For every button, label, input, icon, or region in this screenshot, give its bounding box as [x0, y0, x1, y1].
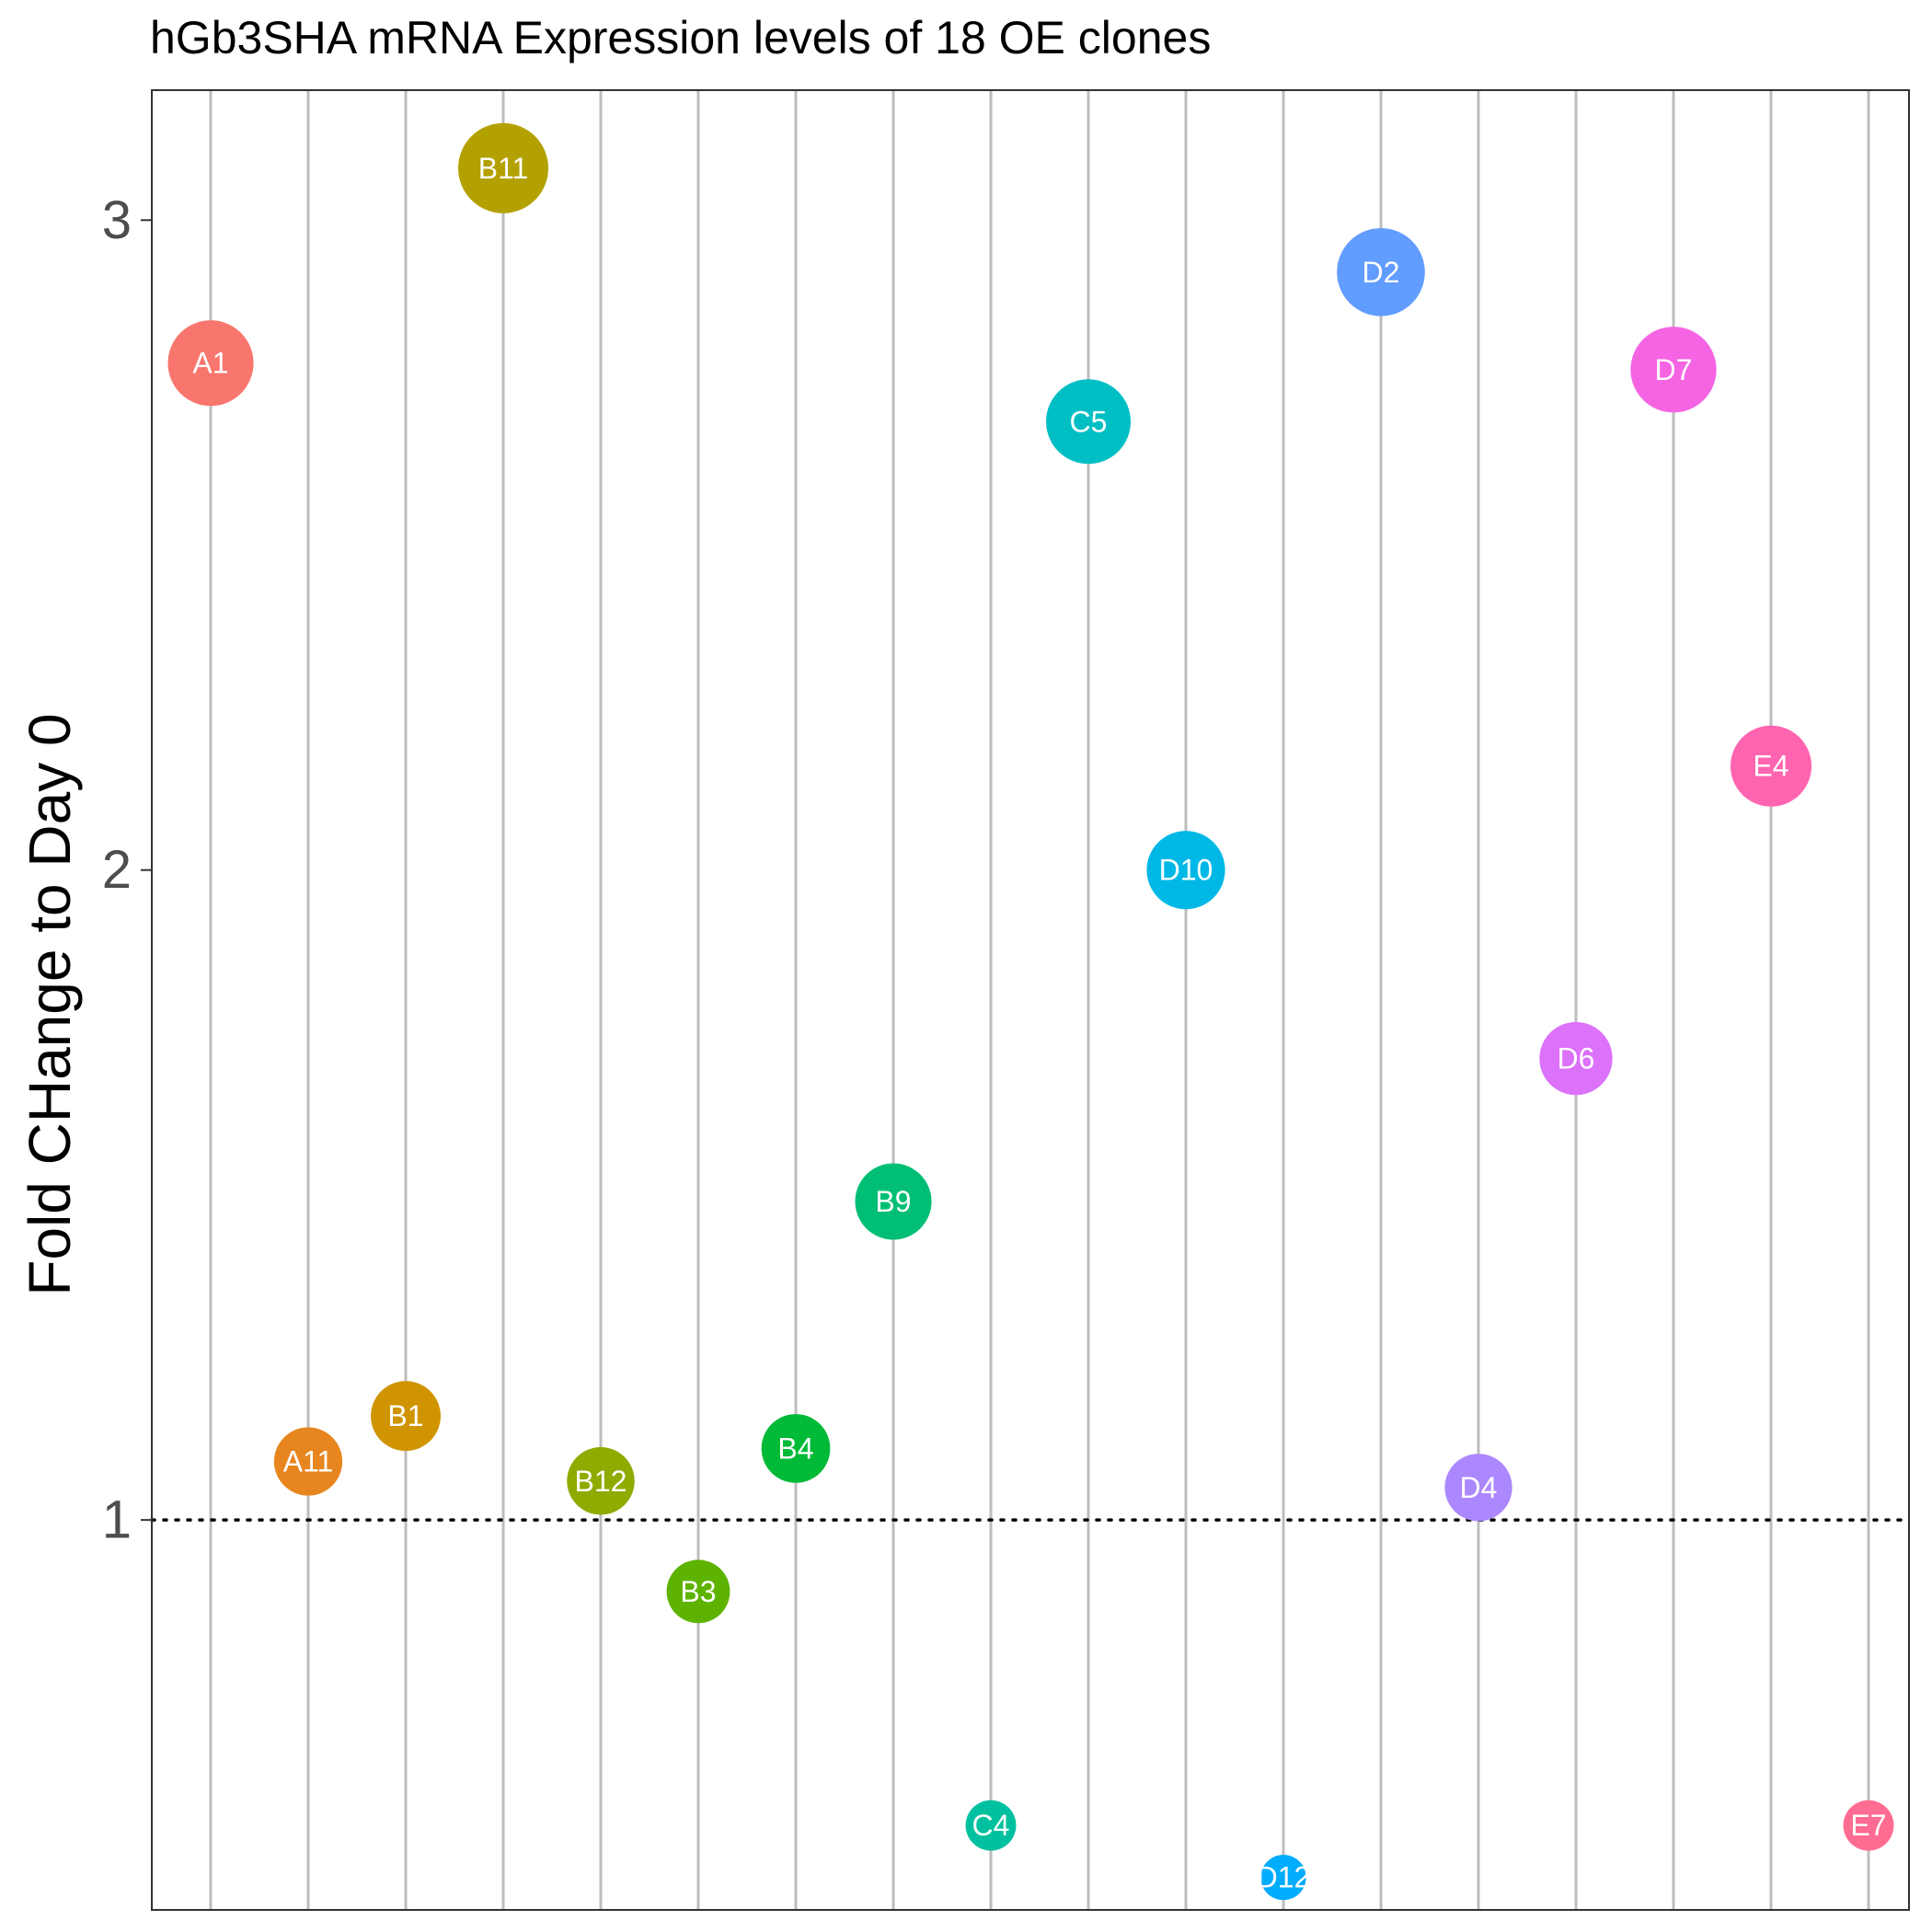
grid-lines [209, 90, 1870, 1910]
point-marker-B9 [855, 1163, 932, 1240]
point-label-D12: D12 [1257, 1861, 1311, 1894]
point-B4: B4 [761, 1414, 831, 1483]
point-label-E7: E7 [1850, 1809, 1886, 1842]
point-label-D6: D6 [1558, 1042, 1595, 1075]
point-B3: B3 [666, 1559, 730, 1624]
y-axis: 1 2 3 [102, 190, 152, 1550]
point-label-A11: A11 [283, 1445, 334, 1478]
point-D10: D10 [1146, 831, 1225, 910]
point-marker-B3 [666, 1559, 730, 1624]
point-marker-D6 [1539, 1021, 1613, 1096]
point-label-D2: D2 [1363, 256, 1400, 289]
point-B11: B11 [458, 122, 548, 213]
point-marker-B12 [567, 1447, 635, 1515]
point-marker-E7 [1843, 1800, 1894, 1851]
point-C5: C5 [1046, 379, 1131, 465]
point-B12: B12 [567, 1447, 635, 1515]
point-marker-E4 [1730, 725, 1812, 807]
point-label-A1: A1 [192, 347, 228, 380]
point-marker-B1 [371, 1381, 441, 1452]
point-label-D7: D7 [1655, 353, 1693, 386]
point-D6: D6 [1539, 1021, 1613, 1096]
point-label-B9: B9 [875, 1185, 911, 1218]
y-tick-label-2: 2 [102, 840, 132, 900]
point-E7: E7 [1843, 1800, 1894, 1851]
data-points: A1 A11 B1 B11 B12 B3 B4 B9 C4 C5 D10 D12 D2 D4 D6 D7 E4 E… [167, 122, 1894, 1901]
point-marker-B11 [458, 122, 548, 213]
point-D7: D7 [1630, 327, 1717, 413]
point-D2: D2 [1337, 227, 1425, 316]
point-label-D10: D10 [1159, 854, 1213, 887]
point-A11: A11 [273, 1427, 343, 1496]
y-axis-label: Fold CHange to Day 0 [17, 713, 83, 1295]
point-label-B3: B3 [680, 1575, 716, 1608]
point-marker-D10 [1146, 831, 1225, 910]
point-marker-A1 [167, 320, 254, 407]
point-D4: D4 [1444, 1454, 1512, 1522]
point-C4: C4 [965, 1800, 1017, 1851]
point-marker-C5 [1046, 379, 1131, 465]
point-label-C4: C4 [972, 1809, 1010, 1842]
point-marker-D12 [1260, 1855, 1306, 1901]
point-label-B4: B4 [777, 1432, 813, 1465]
chart-title: hGb3SHA mRNA Expression levels of 18 OE … [150, 12, 1211, 63]
y-tick-label-1: 1 [102, 1490, 132, 1550]
point-label-B11: B11 [478, 152, 529, 185]
y-tick-label-3: 3 [102, 190, 132, 250]
point-label-E4: E4 [1753, 750, 1788, 783]
point-D12: D12 [1257, 1855, 1311, 1901]
point-marker-D4 [1444, 1454, 1512, 1522]
point-marker-C4 [965, 1800, 1017, 1851]
point-label-B12: B12 [575, 1465, 627, 1498]
point-label-D4: D4 [1460, 1471, 1498, 1504]
point-A1: A1 [167, 320, 254, 407]
plot-panel-border [151, 89, 1910, 1911]
point-B9: B9 [855, 1163, 932, 1240]
point-E4: E4 [1730, 725, 1812, 807]
point-marker-B4 [761, 1414, 831, 1483]
point-marker-D7 [1630, 327, 1717, 413]
point-marker-A11 [273, 1427, 343, 1496]
point-marker-D2 [1337, 227, 1425, 316]
point-label-B1: B1 [387, 1399, 423, 1432]
point-B1: B1 [371, 1381, 441, 1452]
point-label-C5: C5 [1070, 405, 1108, 438]
